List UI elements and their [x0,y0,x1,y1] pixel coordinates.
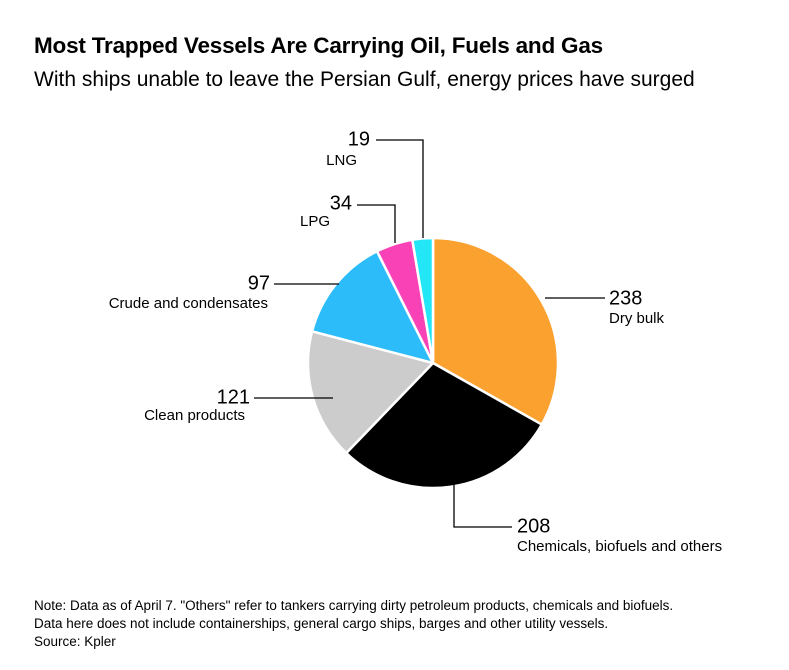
value-label-lng: 19 [348,128,370,150]
leader-line-lng [376,139,424,238]
value-label-crude-and-condensates: 97 [248,272,270,294]
category-label-lng: LNG [326,152,357,169]
value-label-chemicals-biofuels-and-others: 208 [517,515,550,537]
note-line-2: Data here does not include containership… [34,616,609,631]
category-label-chemicals-biofuels-and-others: Chemicals, biofuels and others [517,538,722,555]
pie-slice-chemicals-biofuels-and-others [345,361,544,490]
chart-subtitle: With ships unable to leave the Persian G… [34,68,695,91]
source-line: Source: Kpler [34,634,116,649]
pie-slice-lng [411,236,435,365]
value-label-dry-bulk: 238 [609,287,642,309]
category-label-crude-and-condensates: Crude and condensates [109,295,268,312]
chart-title: Most Trapped Vessels Are Carrying Oil, F… [34,33,603,58]
pie-slice-dry-bulk [431,236,560,426]
category-label-dry-bulk: Dry bulk [609,310,665,327]
pie-slice-clean-products [306,330,435,455]
leader-line-lpg [357,204,396,243]
leader-line-chemicals-biofuels-and-others [453,478,512,528]
value-label-lpg: 34 [330,192,352,214]
chart-notes: Note: Data as of April 7. "Others" refer… [34,597,673,651]
value-label-clean-products: 121 [217,386,250,408]
category-label-lpg: LPG [300,213,330,230]
category-label-clean-products: Clean products [144,407,245,424]
note-line-1: Note: Data as of April 7. "Others" refer… [34,598,674,613]
